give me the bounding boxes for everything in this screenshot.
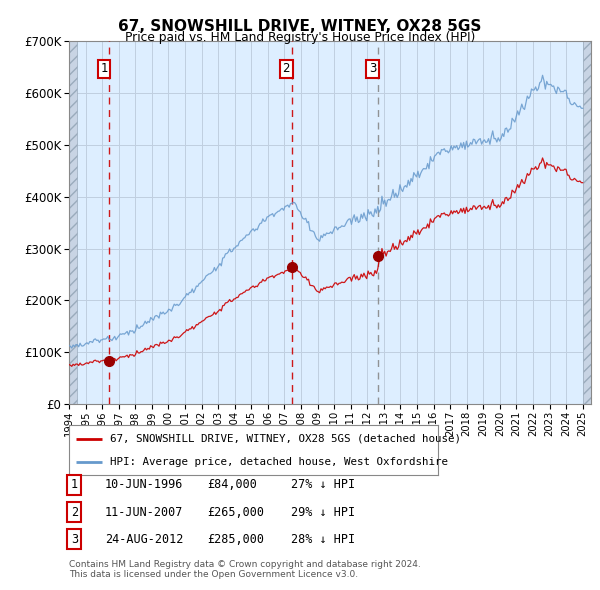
Text: Price paid vs. HM Land Registry's House Price Index (HPI): Price paid vs. HM Land Registry's House …: [125, 31, 475, 44]
Text: 67, SNOWSHILL DRIVE, WITNEY, OX28 5GS (detached house): 67, SNOWSHILL DRIVE, WITNEY, OX28 5GS (d…: [110, 434, 461, 444]
Text: 28% ↓ HPI: 28% ↓ HPI: [291, 533, 355, 546]
Text: 29% ↓ HPI: 29% ↓ HPI: [291, 506, 355, 519]
Text: £84,000: £84,000: [207, 478, 257, 491]
Text: £265,000: £265,000: [207, 506, 264, 519]
Bar: [583, 41, 591, 404]
Text: HPI: Average price, detached house, West Oxfordshire: HPI: Average price, detached house, West…: [110, 457, 448, 467]
Text: 24-AUG-2012: 24-AUG-2012: [105, 533, 184, 546]
Text: 1: 1: [100, 62, 108, 75]
Text: 3: 3: [369, 62, 376, 75]
Text: 11-JUN-2007: 11-JUN-2007: [105, 506, 184, 519]
Text: 67, SNOWSHILL DRIVE, WITNEY, OX28 5GS: 67, SNOWSHILL DRIVE, WITNEY, OX28 5GS: [118, 19, 482, 34]
Text: 10-JUN-1996: 10-JUN-1996: [105, 478, 184, 491]
Text: 27% ↓ HPI: 27% ↓ HPI: [291, 478, 355, 491]
Text: 2: 2: [71, 506, 78, 519]
Text: 1: 1: [71, 478, 78, 491]
Text: £285,000: £285,000: [207, 533, 264, 546]
Text: 2: 2: [283, 62, 290, 75]
Bar: [69, 41, 77, 404]
Text: Contains HM Land Registry data © Crown copyright and database right 2024.
This d: Contains HM Land Registry data © Crown c…: [69, 560, 421, 579]
Text: 3: 3: [71, 533, 78, 546]
